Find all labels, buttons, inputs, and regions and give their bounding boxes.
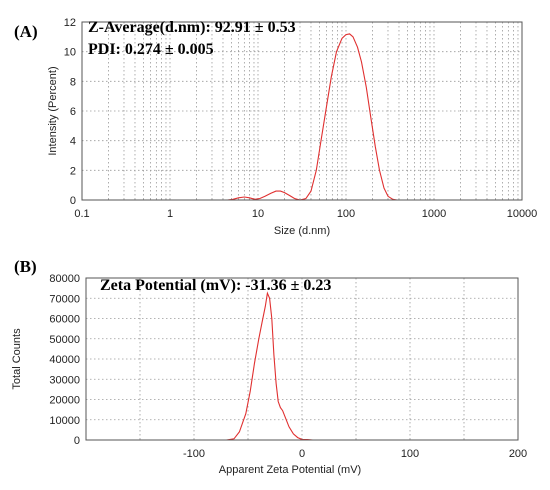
chart-b-x-tick-label: 0 bbox=[299, 448, 305, 460]
chart-b-y-tick-label: 80000 bbox=[49, 273, 80, 285]
chart-a-y-tick-label: 2 bbox=[70, 165, 76, 177]
chart-a-x-tick-label: 0.1 bbox=[74, 208, 89, 220]
chart-b-x-tick-label: 100 bbox=[401, 448, 419, 460]
chart-a-plot-frame bbox=[81, 21, 523, 201]
chart-b-y-tick-label: 30000 bbox=[49, 374, 80, 386]
chart-a-y-tick-label: 10 bbox=[64, 47, 76, 59]
chart-b-plot-frame bbox=[85, 277, 519, 441]
chart-b-y-tick-label: 50000 bbox=[49, 334, 80, 346]
chart-b: -100 0 100 200 0 10000 20000 30000 40000 50000 60… bbox=[11, 257, 527, 476]
chart-a-grid bbox=[82, 22, 522, 200]
chart-b-x-ticks: -100 0 100 200 bbox=[183, 448, 527, 460]
chart-b-x-tick-label: -100 bbox=[183, 448, 205, 460]
chart-a-annotation-z-average: Z-Average(d.nm): 92.91 ± 0.53 bbox=[88, 19, 296, 36]
chart-a-panel-label: (A) bbox=[14, 22, 38, 41]
chart-a-x-tick-label: 100 bbox=[337, 208, 355, 220]
chart-a-x-tick-label: 10 bbox=[252, 208, 264, 220]
chart-b-y-tick-label: 40000 bbox=[49, 354, 80, 366]
chart-a-y-tick-label: 8 bbox=[70, 76, 76, 88]
chart-b-y-tick-label: 70000 bbox=[49, 293, 80, 305]
chart-a-y-axis-label: Intensity (Percent) bbox=[47, 66, 59, 155]
chart-a-y-tick-label: 6 bbox=[70, 106, 76, 118]
chart-b-y-tick-label: 10000 bbox=[49, 415, 80, 427]
chart-b-y-ticks: 0 10000 20000 30000 40000 50000 60000 70000 8000… bbox=[49, 273, 80, 447]
chart-b-grid bbox=[86, 278, 518, 440]
chart-b-x-tick-label: 200 bbox=[509, 448, 527, 460]
chart-a-y-tick-label: 4 bbox=[70, 136, 76, 148]
chart-b-y-axis-label: Total Counts bbox=[11, 328, 23, 390]
chart-a-series-line bbox=[227, 33, 402, 201]
chart-a-x-tick-label: 1000 bbox=[422, 208, 446, 220]
chart-a: 0.1 1 10 100 1000 10000 0 2 4 6 8 10 12 Size (d.nm)… bbox=[14, 17, 537, 237]
chart-a-annotation-pdi: PDI: 0.274 ± 0.005 bbox=[88, 41, 214, 58]
chart-a-x-tick-label: 10000 bbox=[507, 208, 538, 220]
chart-b-annotation-zeta-potential: Zeta Potential (mV): -31.36 ± 0.23 bbox=[100, 277, 331, 294]
chart-b-y-tick-label: 60000 bbox=[49, 314, 80, 326]
chart-b-x-axis-label: Apparent Zeta Potential (mV) bbox=[219, 464, 361, 476]
chart-b-y-tick-label: 0 bbox=[74, 435, 80, 447]
chart-b-panel-label: (B) bbox=[14, 257, 37, 276]
chart-b-series-line bbox=[86, 291, 518, 441]
chart-a-x-axis-label: Size (d.nm) bbox=[274, 225, 330, 237]
chart-a-y-ticks: 0 2 4 6 8 10 12 bbox=[64, 17, 76, 207]
chart-b-y-tick-label: 20000 bbox=[49, 395, 80, 407]
chart-a-y-tick-label: 12 bbox=[64, 17, 76, 29]
chart-a-y-tick-label: 0 bbox=[70, 195, 76, 207]
chart-a-x-ticks: 0.1 1 10 100 1000 10000 bbox=[74, 208, 537, 220]
chart-a-x-tick-label: 1 bbox=[167, 208, 173, 220]
